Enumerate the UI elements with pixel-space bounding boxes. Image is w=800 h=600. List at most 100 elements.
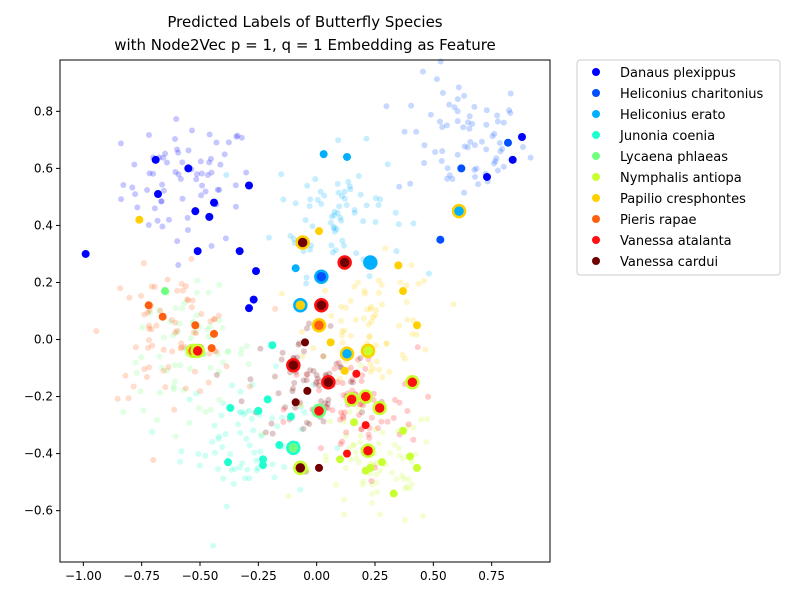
background-point [519, 143, 526, 150]
background-point [172, 305, 179, 312]
background-point [439, 89, 446, 96]
data-point [343, 449, 351, 458]
background-point [257, 345, 264, 352]
background-point [118, 196, 125, 203]
background-point [372, 312, 379, 319]
background-point [281, 464, 288, 471]
background-point [439, 148, 446, 155]
background-point [352, 316, 359, 323]
x-tick-label: 0.25 [362, 569, 389, 583]
background-point [342, 464, 349, 471]
background-point [271, 474, 278, 481]
background-point [162, 150, 169, 157]
background-point [158, 198, 165, 205]
background-point [327, 323, 334, 330]
background-point [494, 167, 501, 174]
background-point [401, 128, 408, 135]
background-point [165, 216, 172, 223]
background-point [120, 408, 127, 415]
background-point [148, 283, 155, 290]
background-point [334, 445, 341, 452]
data-point [291, 264, 300, 273]
background-point [507, 90, 514, 97]
background-point [403, 282, 410, 289]
background-point [483, 107, 490, 114]
data-point [224, 458, 232, 467]
highlighted-point [372, 400, 387, 416]
background-point [377, 196, 384, 203]
background-point [339, 328, 346, 335]
background-point [238, 409, 245, 416]
background-point [465, 119, 472, 126]
y-tick-label: −0.4 [24, 447, 53, 461]
background-point [292, 200, 299, 207]
background-point [280, 196, 287, 203]
background-point [137, 292, 144, 299]
background-point [290, 235, 297, 242]
background-point [327, 219, 334, 226]
background-point [383, 103, 390, 110]
data-point [504, 138, 512, 147]
background-point [313, 379, 320, 386]
background-point [207, 155, 214, 162]
legend-label: Vanessa atalanta [620, 234, 732, 249]
background-point [211, 422, 218, 429]
background-point [269, 414, 276, 421]
background-point [506, 107, 513, 114]
background-point [145, 344, 152, 351]
background-point [331, 224, 338, 231]
background-point [185, 147, 192, 154]
background-point [157, 307, 164, 314]
background-point [373, 307, 380, 314]
background-point [437, 58, 444, 65]
background-point [334, 210, 341, 217]
x-tick-label: −1.00 [65, 569, 102, 583]
background-point [384, 418, 391, 425]
highlighted-point [405, 375, 420, 390]
background-point [359, 372, 366, 379]
background-point [365, 431, 372, 438]
background-point [144, 309, 151, 316]
background-point [193, 330, 200, 337]
background-point [205, 379, 212, 386]
data-point [135, 215, 144, 224]
background-point [454, 108, 461, 115]
background-point [408, 102, 415, 109]
background-point [313, 372, 320, 379]
background-point [356, 401, 363, 408]
background-point [143, 373, 150, 380]
highlighted-point [360, 343, 376, 359]
highlighted-point [295, 235, 310, 250]
background-point [278, 414, 285, 421]
background-point [390, 414, 397, 421]
background-point [335, 137, 342, 144]
data-point [389, 489, 398, 498]
background-point [399, 351, 406, 358]
background-point [337, 317, 344, 324]
legend-label: Vanessa cardui [620, 255, 718, 270]
background-point [360, 478, 367, 485]
data-point [235, 247, 244, 256]
background-point [312, 381, 319, 388]
data-point [508, 155, 517, 164]
data-point [483, 172, 491, 181]
data-point [366, 463, 375, 472]
background-point [403, 299, 410, 306]
background-point [158, 364, 165, 371]
background-point [360, 402, 367, 409]
background-point [466, 113, 473, 120]
background-point [227, 450, 234, 457]
background-point [364, 306, 371, 313]
background-point [337, 440, 344, 447]
background-point [339, 237, 346, 244]
background-point [301, 409, 308, 416]
plot-frame [59, 59, 551, 563]
background-point [173, 116, 180, 123]
background-point [415, 280, 422, 287]
background-point [301, 348, 308, 355]
background-point [389, 469, 396, 476]
background-point [331, 365, 338, 372]
background-point [314, 375, 321, 382]
background-point [330, 225, 337, 232]
x-tick-label: −0.75 [123, 569, 160, 583]
